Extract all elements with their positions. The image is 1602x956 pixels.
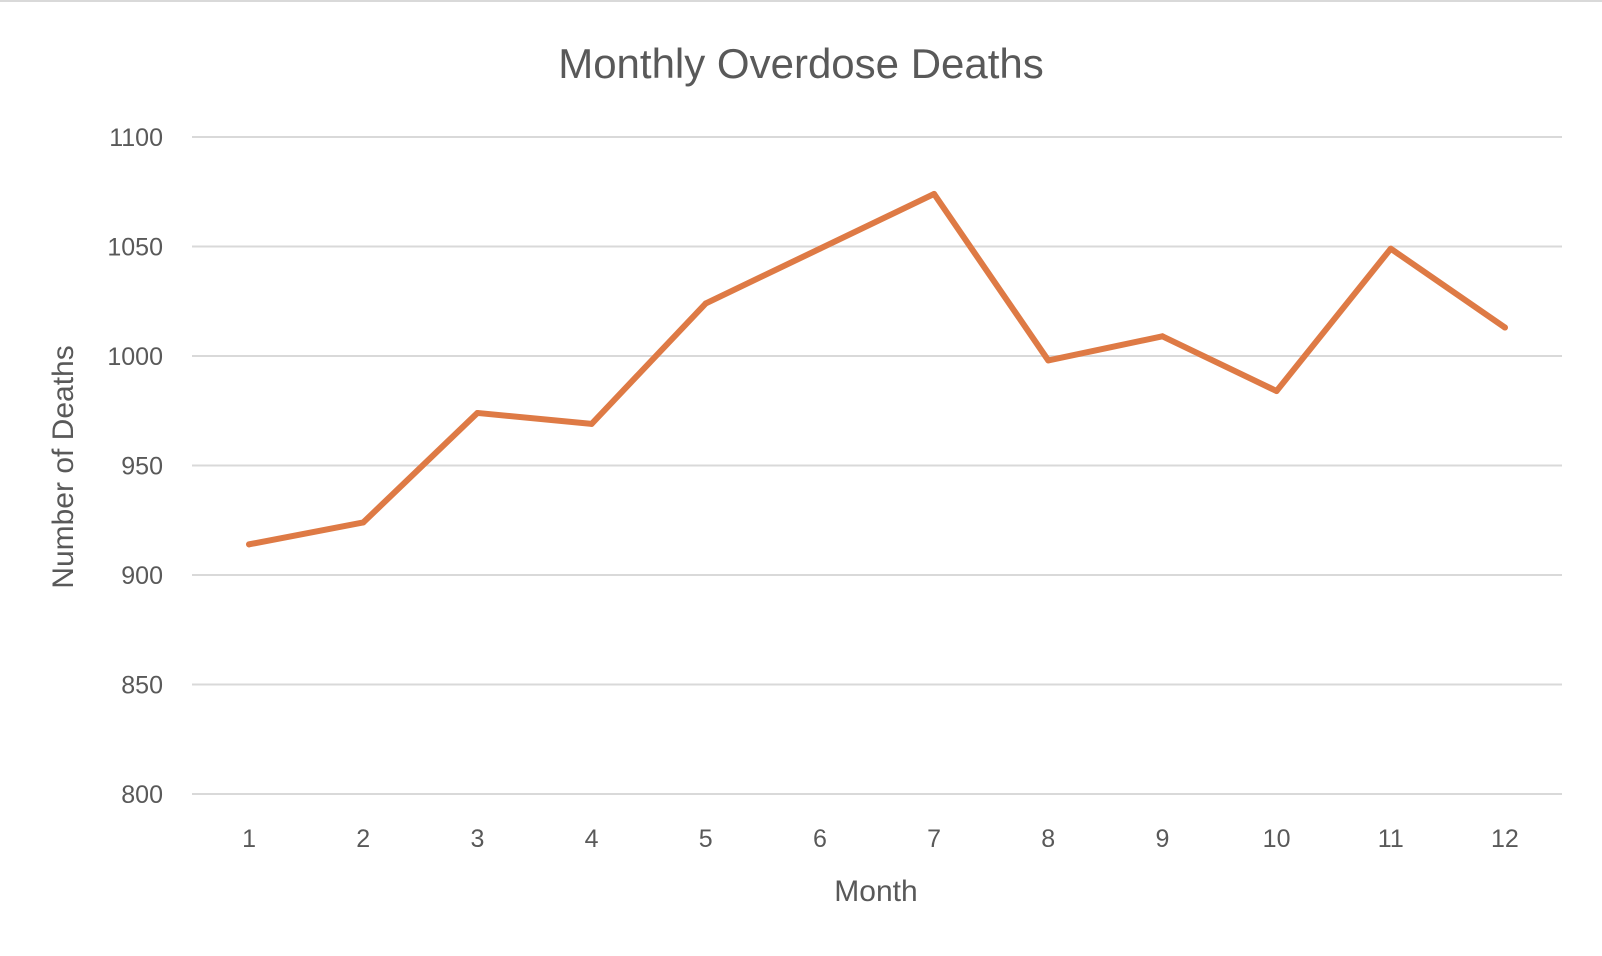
data-point bbox=[1501, 324, 1508, 331]
y-tick-label: 800 bbox=[121, 781, 163, 809]
data-point bbox=[1387, 245, 1394, 252]
x-tick-label: 7 bbox=[927, 825, 941, 853]
x-tick-label: 3 bbox=[470, 825, 484, 853]
y-tick-label: 1050 bbox=[107, 234, 163, 262]
x-tick-label: 10 bbox=[1263, 825, 1291, 853]
x-tick-label: 9 bbox=[1155, 825, 1169, 853]
data-point bbox=[702, 300, 709, 307]
data-point bbox=[246, 541, 253, 548]
y-axis-ticks: 800 850 900 950 1000 1050 1100 bbox=[107, 124, 163, 809]
data-point bbox=[474, 409, 481, 416]
data-point bbox=[1159, 333, 1166, 340]
x-tick-label: 2 bbox=[356, 825, 370, 853]
data-point bbox=[1045, 357, 1052, 364]
data-point bbox=[360, 519, 367, 526]
data-point bbox=[816, 245, 823, 252]
y-tick-label: 850 bbox=[121, 672, 163, 700]
x-axis-ticks: 1 2 3 4 5 6 7 8 9 10 11 12 bbox=[242, 825, 1519, 853]
y-tick-label: 1000 bbox=[107, 343, 163, 371]
data-point bbox=[931, 190, 938, 197]
x-tick-label: 5 bbox=[699, 825, 713, 853]
x-tick-label: 11 bbox=[1378, 825, 1404, 853]
series-lines bbox=[246, 190, 1508, 548]
x-tick-label: 6 bbox=[813, 825, 827, 853]
y-tick-label: 1100 bbox=[109, 124, 163, 152]
y-axis-title: Number of Deaths bbox=[47, 345, 80, 588]
x-tick-label: 8 bbox=[1041, 825, 1055, 853]
x-axis-title: Month bbox=[834, 875, 917, 908]
y-tick-label: 950 bbox=[121, 453, 163, 481]
x-tick-label: 4 bbox=[585, 825, 599, 853]
gridlines bbox=[192, 136, 1562, 795]
x-tick-label: 12 bbox=[1491, 825, 1519, 853]
x-tick-label: 1 bbox=[242, 825, 256, 853]
data-point bbox=[1273, 388, 1280, 395]
y-tick-label: 900 bbox=[121, 562, 163, 590]
series-line-0 bbox=[246, 190, 1508, 548]
data-point bbox=[588, 420, 595, 427]
chart-title: Monthly Overdose Deaths bbox=[558, 40, 1044, 87]
